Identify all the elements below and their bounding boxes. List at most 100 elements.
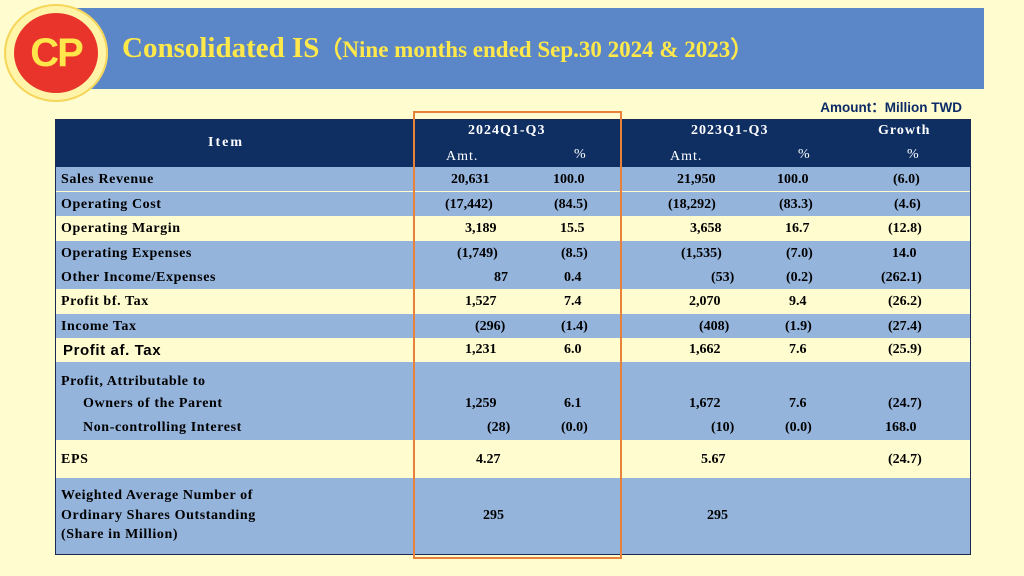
row-label: EPS bbox=[61, 452, 89, 467]
row-label-line-3: (Share in Million) bbox=[61, 527, 179, 542]
title-paren-close: ） bbox=[730, 37, 754, 62]
amt-2023: (1,535) bbox=[681, 246, 722, 261]
pct-2023: 100.0 bbox=[777, 172, 809, 187]
pct-2023: (83.3) bbox=[779, 197, 813, 212]
row-label-line-1: Weighted Average Number of bbox=[61, 488, 254, 503]
pct-2023: 9.4 bbox=[789, 294, 807, 309]
amt-2023: 295 bbox=[707, 508, 728, 523]
amt-2024: (296) bbox=[475, 319, 506, 334]
pct-2023: 7.6 bbox=[789, 342, 807, 357]
amt-2024: 1,527 bbox=[465, 294, 497, 309]
table-row: Operating Cost (17,442) (84.5) (18,292) … bbox=[56, 192, 970, 216]
cp-logo-badge: CP bbox=[14, 13, 98, 93]
amt-2023: (53) bbox=[711, 270, 735, 285]
row-label: Owners of the Parent bbox=[83, 396, 223, 411]
amt-2024: 1,259 bbox=[465, 396, 497, 411]
amt-2024: (28) bbox=[487, 420, 511, 435]
pct-2024: 6.1 bbox=[564, 396, 582, 411]
pct-2024: (84.5) bbox=[554, 197, 588, 212]
table-row: Profit bf. Tax 1,527 7.4 2,070 9.4 (26.2… bbox=[56, 289, 970, 313]
header-growth: Growth bbox=[878, 123, 931, 138]
cp-logo-text: CP bbox=[30, 30, 84, 75]
table-header: Item 2024Q1-Q3 2023Q1-Q3 Growth Amt. % A… bbox=[56, 120, 970, 167]
unit-note: Amount：Million TWD bbox=[820, 100, 962, 115]
row-label: Profit bf. Tax bbox=[61, 294, 149, 309]
table-row: Income Tax (296) (1.4) (408) (1.9) (27.4… bbox=[56, 314, 970, 338]
pct-2024: 100.0 bbox=[553, 172, 585, 187]
amt-2024: 87 bbox=[494, 270, 508, 285]
title-bar bbox=[58, 8, 984, 89]
amt-2024: 20,631 bbox=[451, 172, 490, 187]
attributable-heading: Profit, Attributable to bbox=[61, 374, 206, 389]
header-period-2023: 2023Q1-Q3 bbox=[691, 123, 769, 138]
title-sub: Nine months ended Sep.30 2024 & 2023 bbox=[342, 37, 731, 62]
header-item: Item bbox=[208, 135, 244, 150]
pct-2023: (0.0) bbox=[785, 420, 812, 435]
pct-2024: (8.5) bbox=[561, 246, 588, 261]
header-pct-2024: % bbox=[574, 147, 587, 162]
pct-2023: 7.6 bbox=[789, 396, 807, 411]
amt-2023: (18,292) bbox=[668, 197, 716, 212]
amt-2023: 5.67 bbox=[701, 452, 726, 467]
amt-2024: (17,442) bbox=[445, 197, 493, 212]
amt-2024: 1,231 bbox=[465, 342, 497, 357]
pct-2024: 15.5 bbox=[560, 221, 585, 236]
row-label: Operating Cost bbox=[61, 197, 162, 212]
growth: (4.6) bbox=[894, 197, 921, 212]
growth: (6.0) bbox=[893, 172, 920, 187]
pct-2024: 6.0 bbox=[564, 342, 582, 357]
growth: 168.0 bbox=[885, 420, 917, 435]
table-row: Profit af. Tax 1,231 6.0 1,662 7.6 (25.9… bbox=[56, 338, 970, 362]
slide-title: Consolidated IS（Nine months ended Sep.30… bbox=[122, 30, 753, 66]
row-label: Income Tax bbox=[61, 319, 137, 334]
table-row: Operating Expenses (1,749) (8.5) (1,535)… bbox=[56, 241, 970, 265]
growth: (24.7) bbox=[888, 396, 922, 411]
pct-2024: (0.0) bbox=[561, 420, 588, 435]
pct-2023: (0.2) bbox=[786, 270, 813, 285]
header-pct-growth: % bbox=[907, 147, 920, 162]
table-row: Weighted Average Number of Ordinary Shar… bbox=[56, 478, 970, 554]
amt-2024: 4.27 bbox=[476, 452, 501, 467]
header-period-2024: 2024Q1-Q3 bbox=[468, 123, 546, 138]
row-label: Non-controlling Interest bbox=[83, 420, 242, 435]
pct-2024: 7.4 bbox=[564, 294, 582, 309]
cp-logo: CP bbox=[4, 4, 108, 102]
amt-2023: 3,658 bbox=[690, 221, 722, 236]
growth: (27.4) bbox=[888, 319, 922, 334]
attributable-block: Profit, Attributable to Owners of the Pa… bbox=[56, 362, 970, 440]
amt-2024: 3,189 bbox=[465, 221, 497, 236]
pct-2024: 0.4 bbox=[564, 270, 582, 285]
growth: (12.8) bbox=[888, 221, 922, 236]
table-row: Operating Margin 3,189 15.5 3,658 16.7 (… bbox=[56, 216, 970, 240]
amt-2024: 295 bbox=[483, 508, 504, 523]
amt-2024: (1,749) bbox=[457, 246, 498, 261]
amt-2023: 1,662 bbox=[689, 342, 721, 357]
amt-2023: 2,070 bbox=[689, 294, 721, 309]
amt-2023: 21,950 bbox=[677, 172, 716, 187]
amt-2023: (408) bbox=[699, 319, 730, 334]
income-statement-table: Item 2024Q1-Q3 2023Q1-Q3 Growth Amt. % A… bbox=[55, 119, 971, 555]
row-label: Other Income/Expenses bbox=[61, 270, 217, 285]
growth: (25.9) bbox=[888, 342, 922, 357]
table-row: Other Income/Expenses 87 0.4 (53) (0.2) … bbox=[56, 265, 970, 289]
title-main: Consolidated IS bbox=[122, 32, 320, 64]
pct-2023: 16.7 bbox=[785, 221, 810, 236]
table-row: EPS 4.27 5.67 (24.7) bbox=[56, 441, 970, 478]
header-amt-2023: Amt. bbox=[670, 149, 703, 164]
header-pct-2023: % bbox=[798, 147, 811, 162]
title-paren-open: （ bbox=[319, 37, 343, 62]
row-label: Sales Revenue bbox=[61, 172, 154, 187]
amt-2023: (10) bbox=[711, 420, 735, 435]
growth: 14.0 bbox=[892, 246, 917, 261]
row-label: Operating Expenses bbox=[61, 246, 192, 261]
table-row: Sales Revenue 20,631 100.0 21,950 100.0 … bbox=[56, 167, 970, 191]
row-label: Operating Margin bbox=[61, 221, 181, 236]
pct-2023: (1.9) bbox=[785, 319, 812, 334]
row-label-line-2: Ordinary Shares Outstanding bbox=[61, 508, 256, 523]
row-label: Profit af. Tax bbox=[63, 342, 162, 359]
header-amt-2024: Amt. bbox=[446, 149, 479, 164]
pct-2024: (1.4) bbox=[561, 319, 588, 334]
growth: (26.2) bbox=[888, 294, 922, 309]
growth: (24.7) bbox=[888, 452, 922, 467]
growth: (262.1) bbox=[881, 270, 922, 285]
